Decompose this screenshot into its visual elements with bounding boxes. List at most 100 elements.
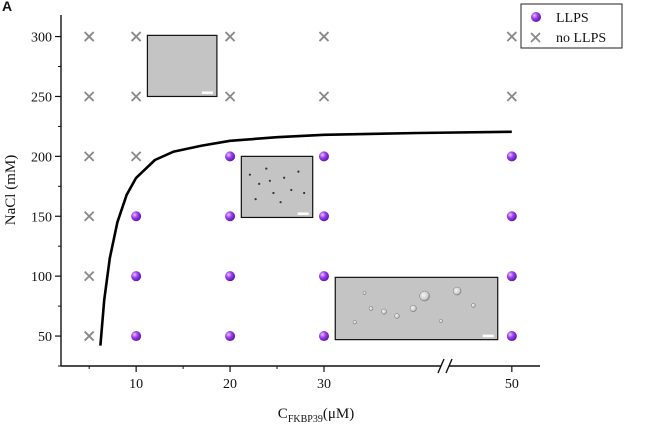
no-llps-point <box>84 151 95 162</box>
micrograph-large-droplets-droplet <box>439 319 443 323</box>
boundary-curve-layer <box>99 130 512 346</box>
x-tick-label: 30 <box>317 377 331 392</box>
llps-point <box>318 151 329 162</box>
micrograph-small-droplets-frame <box>240 155 314 219</box>
llps-point <box>225 331 236 342</box>
y-tick-label: 200 <box>31 150 52 165</box>
micrograph-small-droplets-droplet <box>283 176 286 179</box>
x-tick-label: 50 <box>505 377 519 392</box>
y-tick-label: 300 <box>31 31 52 46</box>
no-llps-point-stroke <box>224 91 236 102</box>
no-llps-point <box>318 31 330 42</box>
legend-label-llps: LLPS <box>556 11 589 26</box>
axes: 50 100 150 200 250 300 10 20 30 50 <box>31 15 540 392</box>
no-llps-point <box>224 31 236 42</box>
micrograph-large-droplets-droplet <box>394 313 400 319</box>
no-llps-point <box>131 91 142 102</box>
no-llps-point <box>506 91 517 102</box>
no-llps-point-stroke <box>131 91 142 102</box>
micrograph-small-droplets-droplet <box>290 188 293 192</box>
legend-label-no-llps: no LLPS <box>556 31 606 46</box>
no-llps-point <box>84 91 95 102</box>
micrograph-small-droplets-droplet <box>297 170 300 173</box>
micrograph-large-droplets-scale-bar <box>482 334 494 338</box>
no-llps-point <box>318 91 330 102</box>
micrograph-large-droplets <box>334 276 499 341</box>
micrograph-small-droplets-droplet <box>265 167 268 170</box>
x-tick-label: 20 <box>223 377 237 392</box>
llps-point <box>131 271 142 282</box>
no-llps-point <box>84 330 95 342</box>
no-llps-point-stroke <box>318 91 330 102</box>
legend: LLPS no LLPS <box>520 3 623 49</box>
no-llps-point-stroke <box>84 211 95 222</box>
y-tick-label: 50 <box>38 330 52 345</box>
llps-point <box>506 331 517 342</box>
no-llps-point-stroke <box>84 330 95 342</box>
x-tick-label: 10 <box>129 377 143 392</box>
micrograph-small-droplets-droplet <box>272 191 275 195</box>
micrograph-no-llps <box>146 34 218 98</box>
y-tick-label: 250 <box>31 90 52 105</box>
no-llps-point <box>131 31 142 42</box>
micrograph-large-droplets-droplet <box>419 290 430 302</box>
llps-point <box>318 271 329 282</box>
micrograph-small-droplets-droplet <box>268 179 271 182</box>
x-axis-title: CFKBP39(μM) <box>278 406 354 425</box>
no-llps-point-stroke <box>84 151 95 162</box>
micrograph-no-llps-frame <box>146 34 218 98</box>
x-axis-title-subscript: FKBP39 <box>288 414 323 425</box>
x-axis-title-main: C <box>278 406 288 422</box>
micrograph-small-droplets-scale-bar <box>297 212 309 215</box>
no-llps-point <box>506 31 517 42</box>
llps-point <box>506 211 517 222</box>
no-llps-point-stroke <box>84 91 95 102</box>
micrograph-small-droplets-droplet <box>279 201 282 204</box>
llps-point <box>131 331 142 342</box>
micrograph-large-droplets-droplet <box>352 320 357 325</box>
no-llps-point <box>131 151 142 162</box>
llps-point <box>225 211 236 222</box>
llps-point <box>318 211 329 222</box>
no-llps-point-stroke <box>224 31 236 42</box>
micrograph-large-droplets-droplet <box>368 306 374 311</box>
no-llps-point <box>224 91 236 102</box>
panel-letter: A <box>2 0 12 14</box>
phase-boundary-curve <box>99 130 512 346</box>
legend-box <box>520 3 623 49</box>
micrograph-small-droplets-droplet <box>248 173 251 176</box>
micrograph-large-droplets-droplet <box>471 303 476 308</box>
llps-point <box>131 211 142 222</box>
llps-point <box>506 151 517 162</box>
micrograph-small-droplets-droplet <box>303 191 306 195</box>
no-llps-point-stroke <box>506 31 517 42</box>
micrograph-layer <box>146 34 499 341</box>
no-llps-point <box>84 211 95 222</box>
axis-break-mark <box>437 358 445 374</box>
micrograph-large-droplets-droplet <box>381 308 387 315</box>
no-llps-point <box>84 271 95 282</box>
no-llps-point-stroke <box>318 31 330 42</box>
y-tick-label: 150 <box>31 210 52 225</box>
llps-point <box>225 271 236 282</box>
micrograph-small-droplets <box>240 155 314 219</box>
llps-point <box>225 151 236 162</box>
y-axis-title: NaCl (mM) <box>3 155 19 225</box>
no-llps-point-stroke <box>84 31 95 42</box>
micrograph-large-droplets-droplet <box>362 291 367 295</box>
micrograph-large-droplets-droplet <box>452 286 462 296</box>
micrograph-small-droplets-droplet <box>258 182 261 185</box>
no-llps-point-stroke <box>506 91 517 102</box>
no-llps-point <box>84 31 95 42</box>
legend-marker-no-llps <box>530 32 541 43</box>
llps-point <box>506 271 517 282</box>
micrograph-large-droplets-droplet <box>409 305 417 312</box>
llps-point <box>318 331 329 342</box>
legend-marker-llps <box>531 12 541 22</box>
no-llps-point-stroke <box>131 31 142 42</box>
no-llps-point-stroke <box>131 151 142 162</box>
micrograph-no-llps-scale-bar <box>201 91 213 94</box>
axis-break-mark <box>445 358 453 374</box>
data-marks <box>84 31 517 342</box>
